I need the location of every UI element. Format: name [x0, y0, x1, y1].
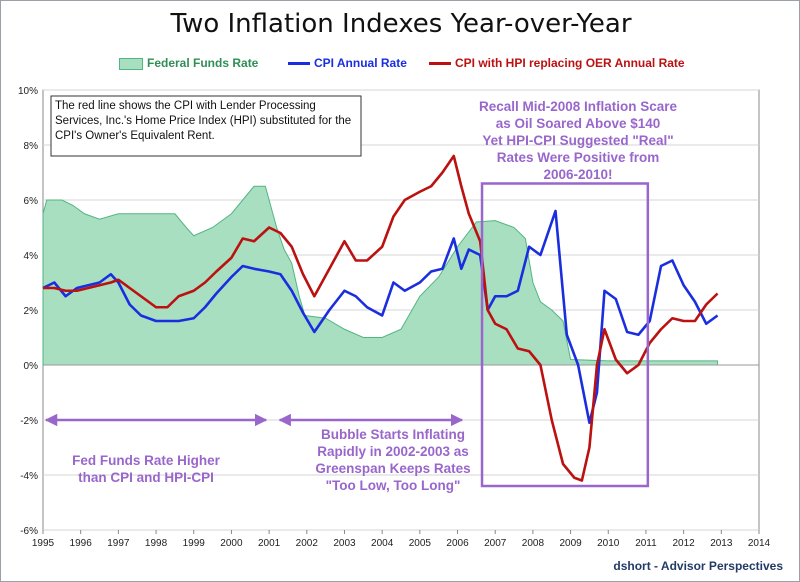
note-box: The red line shows the CPI with Lender P… — [55, 100, 352, 142]
x-tick-label: 2006 — [446, 538, 469, 549]
chart-title: Two Inflation Indexes Year-over-Year — [170, 9, 632, 39]
recall-annotation-line: as Oil Soared Above $140 — [496, 116, 661, 131]
note-text: The red line shows the CPI with Lender P… — [55, 100, 352, 142]
legend-fed-swatch — [119, 57, 143, 70]
legend-fed-funds: Federal Funds Rate — [119, 56, 258, 70]
x-tick-label: 2000 — [220, 538, 243, 549]
x-tick-label: 2005 — [409, 538, 432, 549]
bubble-annotation-line: Rapidly in 2002-2003 as — [317, 444, 469, 459]
legend-hpi-cpi: CPI with HPI replacing OER Annual Rate — [429, 56, 685, 70]
y-tick-label: 4% — [24, 251, 39, 262]
x-tick-label: 2002 — [296, 538, 319, 549]
x-tick-label: 2007 — [484, 538, 507, 549]
fed-higher-annotation-line: than CPI and HPI-CPI — [78, 470, 214, 485]
x-tick-label: 2001 — [258, 538, 281, 549]
legend-cpi-label: CPI Annual Rate — [314, 56, 407, 70]
x-tick-label: 1999 — [183, 538, 206, 549]
legend-cpi: CPI Annual Rate — [288, 56, 407, 70]
hpi-cpi-line — [43, 154, 719, 482]
y-tick-label: -6% — [20, 526, 38, 537]
y-tick-label: 0% — [24, 361, 39, 372]
x-tick-label: 1995 — [32, 538, 55, 549]
legend-cpi-swatch — [288, 62, 310, 66]
bubble-annotation-line: Greenspan Keeps Rates — [315, 461, 470, 476]
note-box-shadow-frame — [50, 95, 362, 157]
x-tick-label: 2003 — [333, 538, 356, 549]
x-tick-label: 2009 — [559, 538, 582, 549]
bubble-annotation: Bubble Starts Inflating Rapidly in 2002-2… — [315, 427, 470, 493]
bubble-annotation-line: "Too Low, Too Long" — [326, 478, 461, 493]
bubble-annotation-line: Bubble Starts Inflating — [321, 427, 465, 442]
chart-svg: 10% 8% 6% 4% 2% 0% -2% -4% -6%1995 1996 1997 1998 19… — [18, 86, 771, 549]
y-tick-label: 10% — [18, 86, 38, 97]
x-tick-label: 2011 — [635, 538, 657, 549]
recall-annotation-line: Recall Mid-2008 Inflation Scare — [479, 99, 678, 114]
x-tick-label: 1998 — [145, 538, 168, 549]
x-tick-label: 2013 — [710, 538, 733, 549]
y-tick-label: 8% — [24, 141, 39, 152]
x-tick-label: 2012 — [673, 538, 696, 549]
y-tick-label: -4% — [20, 471, 38, 482]
cpi-line — [42, 209, 719, 425]
recall-annotation: Recall Mid-2008 Inflation Scare as Oil So… — [479, 99, 678, 182]
legend-hpi-swatch — [429, 62, 451, 66]
legend-hpi-label: CPI with HPI replacing OER Annual Rate — [455, 56, 685, 70]
x-tick-label: 1996 — [70, 538, 93, 549]
recall-annotation-line: 2006-2010! — [543, 167, 612, 182]
x-tick-label: 2014 — [748, 538, 771, 549]
legend-fed-label: Federal Funds Rate — [147, 56, 259, 70]
recall-annotation-line: Yet HPI-CPI Suggested "Real" — [482, 133, 673, 148]
y-tick-label: 6% — [24, 196, 39, 207]
recall-box — [480, 182, 650, 488]
recall-annotation-line: Rates Were Positive from — [497, 150, 660, 165]
x-tick-label: 2010 — [597, 538, 620, 549]
x-tick-label: 2008 — [522, 538, 545, 549]
fed-higher-annotation-line: Fed Funds Rate Higher — [72, 453, 221, 468]
credit-text: dshort - Advisor Perspectives — [613, 559, 783, 573]
y-tick-label: 2% — [24, 306, 39, 317]
x-tick-label: 2004 — [371, 538, 394, 549]
fed-higher-annotation: Fed Funds Rate Higher than CPI and HPI-CP… — [72, 453, 221, 485]
x-tick-label: 1997 — [107, 538, 130, 549]
y-tick-label: -2% — [20, 416, 38, 427]
